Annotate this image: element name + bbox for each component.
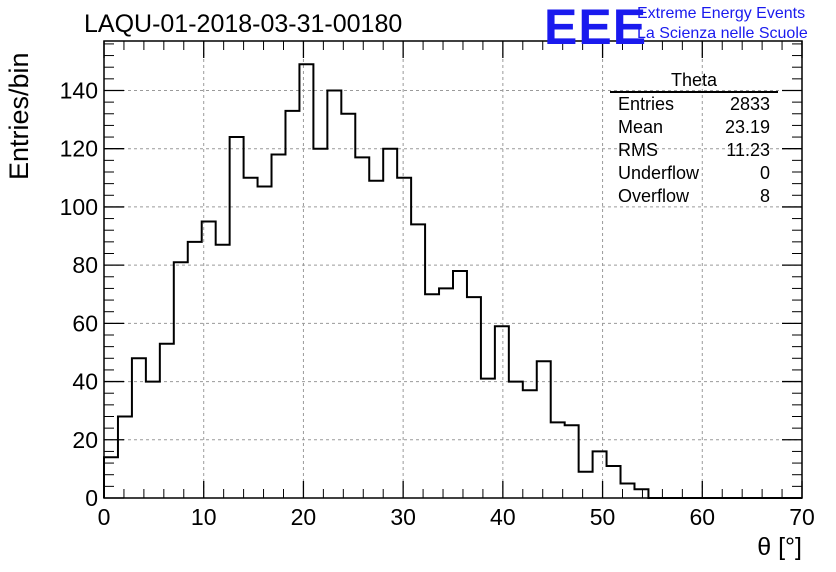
y-tick-label: 40 xyxy=(72,369,98,395)
y-tick-label: 120 xyxy=(60,136,98,162)
stats-label: RMS xyxy=(618,140,658,160)
stats-value: 8 xyxy=(759,186,770,206)
histogram-bin xyxy=(258,187,272,498)
histogram-bin xyxy=(481,379,495,498)
histogram-bin xyxy=(397,178,411,498)
stats-value: 0 xyxy=(759,163,770,183)
histogram-bin xyxy=(285,111,299,498)
grid-lines xyxy=(104,41,802,498)
histogram-bin xyxy=(593,451,607,498)
y-tick-label: 20 xyxy=(72,427,98,453)
x-tick-label: 20 xyxy=(291,504,317,530)
y-tick-label: 140 xyxy=(60,77,98,103)
stats-label: Underflow xyxy=(618,163,700,183)
histogram-bin xyxy=(537,361,551,498)
histogram-bin xyxy=(272,155,286,498)
histogram-bin xyxy=(383,149,397,498)
histogram-bin xyxy=(313,149,327,498)
plot-frame xyxy=(103,40,803,499)
histogram-bin xyxy=(509,382,523,498)
histogram-bin xyxy=(216,245,230,498)
histogram-bin xyxy=(104,457,118,498)
histogram-bin xyxy=(453,271,467,498)
histogram-bin xyxy=(230,137,244,498)
y-tick-label: 80 xyxy=(72,252,98,278)
stats-title: Theta xyxy=(610,70,778,93)
x-tick-label: 0 xyxy=(98,504,111,530)
stats-row-rms: RMS 11.23 xyxy=(610,139,778,162)
eee-logo: EEE xyxy=(544,0,648,55)
stats-row-mean: Mean 23.19 xyxy=(610,116,778,139)
histogram-bin xyxy=(634,489,648,498)
org-name-line2: La Scienza nelle Scuole xyxy=(637,25,808,42)
stats-row-entries: Entries 2833 xyxy=(610,93,778,116)
stats-row-underflow: Underflow 0 xyxy=(610,162,778,185)
histogram-bin xyxy=(188,242,202,498)
histogram-bin xyxy=(425,294,439,498)
histogram-bin xyxy=(523,390,537,498)
stats-value: 2833 xyxy=(729,94,770,114)
histogram-bin xyxy=(467,297,481,498)
histogram-bin xyxy=(132,358,146,498)
histogram-bins xyxy=(104,64,648,498)
x-tick-label: 30 xyxy=(390,504,416,530)
x-axis-label: θ [°] xyxy=(757,533,802,561)
stats-value: 23.19 xyxy=(724,117,770,137)
histogram-bin xyxy=(579,472,593,498)
y-tick-label: 100 xyxy=(60,194,98,220)
histogram-bin xyxy=(607,466,621,498)
histogram-bin xyxy=(299,64,313,498)
stats-box: Theta Entries 2833 Mean 23.19 RMS 11.23 … xyxy=(610,70,778,208)
histogram-bin xyxy=(439,288,453,498)
x-tick-label: 40 xyxy=(490,504,516,530)
org-name-line1: Extreme Energy Events xyxy=(637,5,806,22)
histogram-bin xyxy=(118,416,132,498)
stats-value: 11.23 xyxy=(726,140,770,160)
histogram-bin xyxy=(495,326,509,498)
y-tick-label: 60 xyxy=(72,310,98,336)
histogram-bin xyxy=(565,425,579,498)
x-tick-label: 70 xyxy=(789,504,815,530)
histogram-bin xyxy=(160,344,174,498)
histogram-bin xyxy=(146,382,160,498)
histogram-bin xyxy=(411,224,425,498)
histogram-bin xyxy=(327,90,341,498)
stats-row-overflow: Overflow 8 xyxy=(610,185,778,208)
histogram-series xyxy=(103,63,802,499)
x-tick-label: 10 xyxy=(191,504,217,530)
histogram-bin xyxy=(621,483,635,498)
histogram-bin xyxy=(174,262,188,498)
histogram-bin xyxy=(551,422,565,498)
histogram-bin xyxy=(355,157,369,498)
y-axis-label: Entries/bin xyxy=(4,52,34,180)
x-tick-label: 50 xyxy=(590,504,616,530)
histogram-bin xyxy=(369,181,383,498)
histogram-bin xyxy=(244,178,258,498)
histogram-bin xyxy=(202,221,216,498)
histogram-bin xyxy=(341,114,355,498)
stats-label: Entries xyxy=(618,94,675,114)
chart-title: LAQU-01-2018-03-31-00180 xyxy=(84,10,403,38)
stats-label: Overflow xyxy=(618,186,690,206)
x-tick-label: 60 xyxy=(689,504,715,530)
y-tick-label: 0 xyxy=(85,485,98,511)
stats-label: Mean xyxy=(618,117,664,137)
